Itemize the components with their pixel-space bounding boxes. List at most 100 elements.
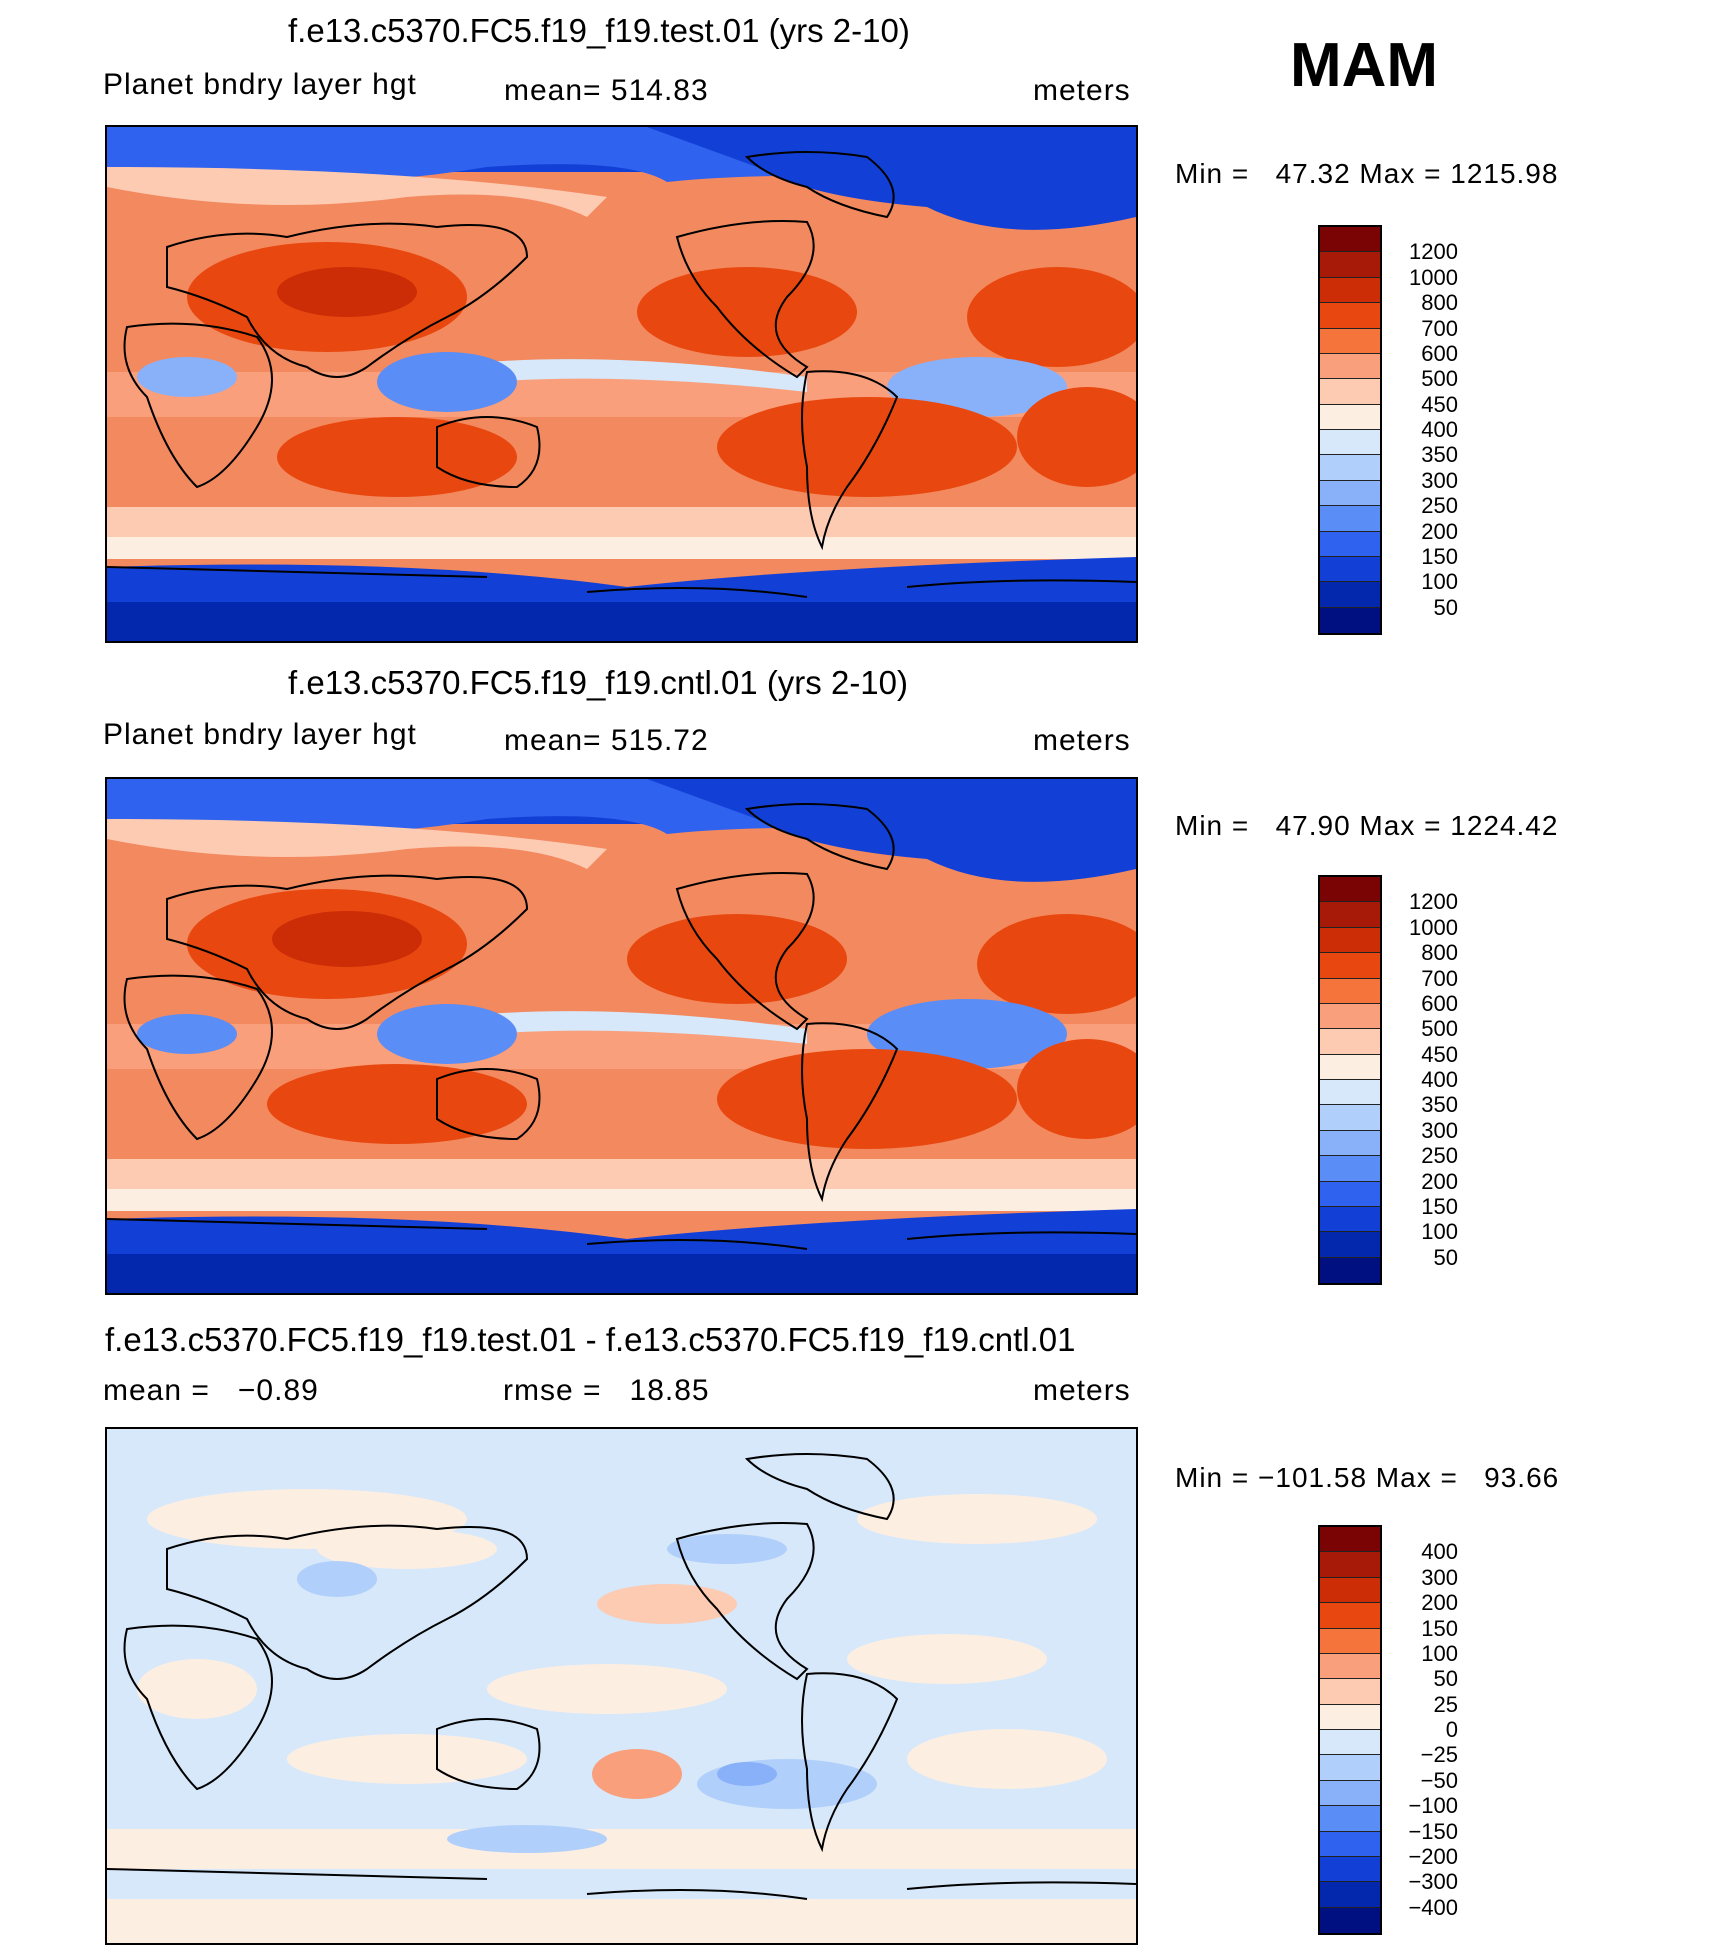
panel-title-test: f.e13.c5370.FC5.f19_f19.test.01 (yrs 2-1…: [288, 12, 910, 49]
colorbar-diff: [1318, 1525, 1382, 1935]
colorbar-swatch: [1320, 1552, 1380, 1578]
colorbar-swatch: [1320, 353, 1380, 380]
variable-label-cntl: Planet bndry layer hgt: [103, 718, 417, 751]
colorbar-swatch: [1320, 1003, 1380, 1030]
colorbar-tick-label: 250: [1421, 493, 1458, 519]
colorbar-tick-label: 25: [1433, 1691, 1458, 1717]
colorbar-tick-label: 100: [1421, 1640, 1458, 1666]
minmax-label-test: Min = 47.32 Max = 1215.98: [1175, 158, 1559, 189]
colorbar-tick-label: 500: [1421, 1016, 1458, 1042]
colorbar-tick-label: 1000: [1409, 264, 1458, 290]
colorbar-tick-label: 300: [1421, 1564, 1458, 1590]
units-label-diff: meters: [1033, 1374, 1131, 1407]
variable-label-test: Planet bndry layer hgt: [103, 68, 417, 101]
colorbar-swatch: [1320, 1730, 1380, 1756]
colorbar-swatch: [1320, 902, 1380, 928]
colorbar-tick-label: 350: [1421, 1092, 1458, 1118]
colorbar-swatch: [1320, 1679, 1380, 1705]
colorbar-tick-label: 50: [1433, 1666, 1458, 1692]
colorbar-swatch: [1320, 277, 1380, 304]
colorbar-tick-label: −25: [1420, 1742, 1458, 1768]
colorbar-swatch: [1320, 607, 1380, 633]
colorbar-tick-label: 50: [1433, 1244, 1458, 1270]
colorbar-tick-label: 800: [1421, 290, 1458, 316]
colorbar-swatch: [1320, 978, 1380, 1004]
colorbar-swatch: [1320, 1704, 1380, 1730]
colorbar-tick-label: 300: [1421, 1117, 1458, 1143]
colorbar-tick-label: 350: [1421, 442, 1458, 468]
colorbar-tick-label: −300: [1408, 1869, 1458, 1895]
colorbar-swatch: [1320, 877, 1380, 903]
colorbar-tick-label: 450: [1421, 391, 1458, 417]
colorbar-tick-label: 200: [1421, 1590, 1458, 1616]
colorbar-tick-label: −100: [1408, 1793, 1458, 1819]
map-test: [105, 125, 1138, 643]
colorbar-tick-label: 150: [1421, 543, 1458, 569]
colorbar-swatch: [1320, 1130, 1380, 1157]
map-cntl: [105, 777, 1138, 1295]
colorbar-swatch: [1320, 556, 1380, 583]
colorbar-swatch: [1320, 1653, 1380, 1680]
colorbar-swatch: [1320, 480, 1380, 507]
units-label-cntl: meters: [1033, 724, 1131, 757]
colorbar-swatch: [1320, 430, 1380, 456]
colorbar-tick-label: −200: [1408, 1843, 1458, 1869]
colorbar-swatch: [1320, 1527, 1380, 1553]
colorbar-swatch: [1320, 328, 1380, 354]
colorbar-swatch: [1320, 927, 1380, 954]
colorbar-swatch: [1320, 953, 1380, 979]
colorbar-swatch: [1320, 1806, 1380, 1832]
colorbar-swatch: [1320, 531, 1380, 557]
colorbar-tick-label: 400: [1421, 1539, 1458, 1565]
rmse-label-diff: rmse = 18.85: [503, 1374, 710, 1407]
colorbar-swatch: [1320, 1856, 1380, 1883]
colorbar-tick-label: 150: [1421, 1193, 1458, 1219]
colorbar-swatch: [1320, 1628, 1380, 1654]
colorbar-swatch: [1320, 1080, 1380, 1106]
colorbar-tick-label: 700: [1421, 965, 1458, 991]
colorbar-swatch: [1320, 1780, 1380, 1807]
colorbar-swatch: [1320, 1232, 1380, 1258]
panel-title-cntl: f.e13.c5370.FC5.f19_f19.cntl.01 (yrs 2-1…: [288, 664, 909, 701]
minmax-label-cntl: Min = 47.90 Max = 1224.42: [1175, 810, 1559, 841]
colorbar-swatch: [1320, 1206, 1380, 1233]
colorbar-tick-label: 400: [1421, 417, 1458, 442]
colorbar-swatch: [1320, 506, 1380, 532]
colorbar-swatch: [1320, 1603, 1380, 1629]
colorbar-tick-label: −150: [1408, 1818, 1458, 1844]
colorbar-tick-label: −50: [1420, 1767, 1458, 1793]
colorbar-swatch: [1320, 1577, 1380, 1604]
colorbar-swatch: [1320, 1181, 1380, 1207]
colorbar-tick-label: 250: [1421, 1143, 1458, 1169]
colorbar-swatch: [1320, 1882, 1380, 1908]
colorbar-tick-label: 1000: [1409, 914, 1458, 940]
mean-label-diff: mean = −0.89: [103, 1374, 319, 1407]
colorbar-swatch: [1320, 252, 1380, 278]
units-label-test: meters: [1033, 74, 1131, 107]
colorbar-swatch: [1320, 1907, 1380, 1933]
colorbar-swatch: [1320, 455, 1380, 481]
mean-label-cntl: mean= 515.72: [504, 724, 709, 757]
colorbar-tick-label: −400: [1408, 1894, 1458, 1920]
colorbar-swatch: [1320, 582, 1380, 608]
colorbar-tick-label: 0: [1445, 1717, 1458, 1742]
colorbar-swatch: [1320, 1156, 1380, 1182]
colorbar-swatch: [1320, 1029, 1380, 1055]
colorbar-swatch: [1320, 1054, 1380, 1080]
colorbar-tick-label: 800: [1421, 940, 1458, 966]
colorbar-tick-label: 1200: [1409, 889, 1458, 915]
colorbar-test: [1318, 225, 1382, 635]
mean-label-test: mean= 514.83: [504, 74, 709, 107]
colorbar-swatch: [1320, 379, 1380, 405]
colorbar-tick-label: 700: [1421, 315, 1458, 341]
panel-title-diff: f.e13.c5370.FC5.f19_f19.test.01 - f.e13.…: [105, 1321, 1076, 1358]
map-diff: [105, 1427, 1138, 1945]
colorbar-tick-label: 150: [1421, 1615, 1458, 1641]
colorbar-swatch: [1320, 1755, 1380, 1781]
colorbar-tick-label: 100: [1421, 569, 1458, 595]
season-label: MAM: [1290, 31, 1439, 100]
colorbar-swatch: [1320, 1831, 1380, 1857]
colorbar-tick-label: 300: [1421, 467, 1458, 493]
colorbar-cntl: [1318, 875, 1382, 1285]
colorbar-tick-label: 400: [1421, 1067, 1458, 1092]
